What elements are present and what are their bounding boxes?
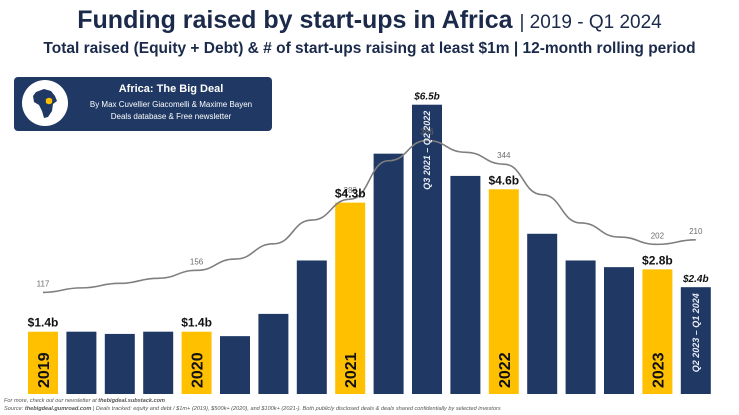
bar-7 bbox=[296, 260, 327, 394]
badge-title: Africa: The Big Deal bbox=[118, 83, 224, 95]
chart-title: Funding raised by start-ups in Africa | … bbox=[0, 6, 739, 35]
bar-15 bbox=[604, 267, 634, 394]
period-label-16: 2023 bbox=[650, 352, 667, 388]
period-label-12: 2022 bbox=[497, 352, 514, 388]
bar-8 bbox=[335, 202, 366, 394]
startup-count-line bbox=[42, 139, 696, 294]
count-label-8: 282 bbox=[344, 186, 358, 195]
bar-2 bbox=[104, 333, 135, 394]
chart-subtitle: Total raised (Equity + Debt) & # of star… bbox=[43, 40, 696, 57]
value-label-10: $6.5b bbox=[413, 92, 440, 103]
count-label-16: 202 bbox=[651, 231, 665, 240]
bar-17 bbox=[680, 287, 711, 394]
bar-0 bbox=[28, 331, 58, 394]
count-label-17: 210 bbox=[689, 227, 703, 236]
count-label-12: 344 bbox=[497, 151, 511, 160]
period-label-0: 2019 bbox=[36, 352, 53, 388]
period-label-4: 2020 bbox=[190, 352, 207, 388]
value-label-8: $4.3b bbox=[335, 187, 366, 201]
footnote-newsletter-prefix: For more, check out our newsletter at bbox=[4, 398, 99, 404]
chart-title-main: Funding raised by start-ups in Africa bbox=[77, 6, 513, 34]
footnote-source-rest: | Deals tracked: equity and debt / $1m+ … bbox=[91, 406, 501, 412]
period-label-8: 2021 bbox=[343, 352, 360, 388]
value-label-4: $1.4b bbox=[181, 316, 212, 330]
bar-9 bbox=[373, 153, 404, 394]
value-label-16: $2.8b bbox=[642, 253, 673, 267]
bar-1 bbox=[66, 331, 97, 394]
badge-authors: By Max Cuvellier Giacomelli & Maxime Bay… bbox=[89, 100, 253, 109]
big-deal-badge[interactable]: Africa: The Big Deal By Max Cuvellier Gi… bbox=[14, 77, 272, 131]
value-label-12: $4.6b bbox=[488, 173, 519, 187]
value-label-0: $1.4b bbox=[28, 316, 59, 330]
period-label-17: Q2 2023 – Q1 2024 bbox=[691, 293, 701, 372]
footnote-source-prefix: Source: bbox=[4, 406, 25, 412]
bar-3 bbox=[143, 331, 174, 394]
footnote-source: Source: thebigdeal.gumroad.com | Deals t… bbox=[4, 406, 501, 412]
bar-10 bbox=[412, 104, 442, 394]
newsletter-link[interactable]: thebigdeal.substack.com bbox=[98, 398, 166, 404]
bar-14 bbox=[565, 260, 596, 394]
source-link[interactable]: thebigdeal.gumroad.com bbox=[24, 406, 92, 412]
count-label-10: 386 bbox=[420, 127, 434, 136]
bar-11 bbox=[450, 175, 481, 394]
period-label-10: Q3 2021 – Q2 2022 bbox=[422, 111, 432, 190]
count-label-4: 156 bbox=[190, 257, 204, 266]
chart-title-suffix: | 2019 - Q1 2024 bbox=[519, 12, 662, 33]
bar-16 bbox=[642, 269, 673, 394]
africa-map-icon bbox=[33, 89, 57, 118]
footnote-newsletter: For more, check out our newsletter at th… bbox=[4, 398, 165, 404]
bar-6 bbox=[258, 313, 289, 394]
africa-map-logo bbox=[22, 80, 68, 126]
bar-13 bbox=[527, 233, 558, 394]
bar-12 bbox=[488, 189, 519, 394]
value-label-17: $2.4b bbox=[682, 274, 709, 285]
bar-4 bbox=[181, 331, 212, 394]
count-label-0: 117 bbox=[37, 279, 50, 288]
bar-5 bbox=[220, 336, 250, 394]
badge-tagline: Deals database & Free newsletter bbox=[110, 112, 232, 121]
